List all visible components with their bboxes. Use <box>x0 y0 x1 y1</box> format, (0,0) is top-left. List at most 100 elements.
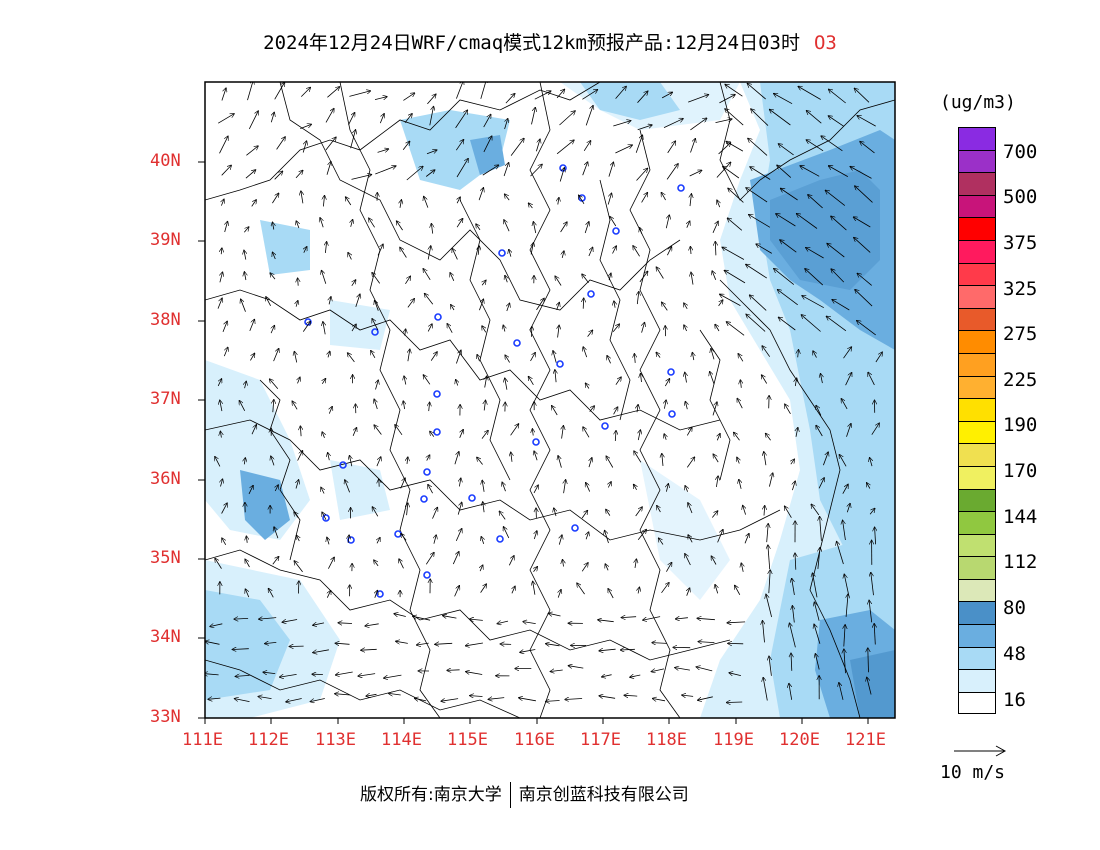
wind-arrow <box>485 376 487 388</box>
wind-arrow <box>273 400 274 413</box>
wind-arrow <box>610 217 617 227</box>
wind-arrow <box>857 116 876 127</box>
wind-arrow <box>374 97 387 100</box>
wind-arrow <box>792 481 795 491</box>
wind-arrow <box>779 317 796 331</box>
wind-arrow <box>245 170 256 179</box>
wind-arrow <box>476 224 481 231</box>
wind-arrow <box>569 666 584 668</box>
wind-arrow <box>837 542 844 565</box>
wind-arrow <box>245 382 247 389</box>
wind-arrow <box>875 352 882 363</box>
wind-arrow <box>823 452 828 466</box>
wind-arrow <box>769 656 771 676</box>
wind-arrow <box>455 140 463 151</box>
wind-arrow <box>534 531 537 540</box>
wind-arrow <box>239 401 246 411</box>
wind-arrow <box>273 222 274 230</box>
wind-arrow <box>829 116 844 127</box>
wind-arrow <box>371 351 376 359</box>
wind-arrow <box>499 511 506 520</box>
wind-arrow <box>483 115 491 128</box>
wind-arrow <box>425 553 434 565</box>
wind-arrow <box>221 479 223 487</box>
wind-arrow <box>483 136 492 153</box>
colorbar-swatch <box>958 307 996 331</box>
colorbar-swatch <box>958 217 996 240</box>
wind-arrow <box>292 401 298 410</box>
wind-arrow <box>665 215 669 229</box>
wind-arrow <box>719 95 735 104</box>
wind-arrow <box>582 162 588 176</box>
wind-arrow <box>505 194 510 201</box>
wind-arrow <box>558 456 562 468</box>
wind-arrow <box>401 534 407 541</box>
wind-arrow <box>377 149 389 153</box>
wind-arrow <box>777 165 792 178</box>
wind-arrow <box>818 478 824 489</box>
wind-arrow <box>711 349 715 360</box>
wind-arrow <box>664 400 666 409</box>
wind-arrow <box>509 250 511 257</box>
wind-arrow <box>479 299 483 311</box>
wind-arrow <box>325 109 334 123</box>
wind-arrow <box>223 348 228 357</box>
wind-arrow <box>615 87 627 99</box>
wind-arrow <box>205 674 219 675</box>
legend-label-48: 48 <box>1003 643 1026 665</box>
wind-arrow <box>455 110 468 129</box>
wind-arrow <box>778 290 798 306</box>
lon-label-115e: 115E <box>447 730 488 750</box>
wind-arrow <box>313 623 325 625</box>
colorbar-swatch <box>958 533 996 557</box>
wind-arrow <box>396 641 408 643</box>
wind-arrow <box>685 402 687 410</box>
wind-arrow <box>456 219 463 228</box>
wind-reference-label: 10 m/s <box>940 762 1006 783</box>
wind-arrow <box>251 425 256 435</box>
lon-label-120e: 120E <box>779 730 820 750</box>
colorbar-swatch <box>958 669 996 692</box>
wind-arrow <box>666 563 671 572</box>
wind-arrow <box>560 222 567 233</box>
wind-arrow <box>839 683 844 700</box>
wind-arrow <box>235 699 250 702</box>
wind-arrow <box>579 195 585 205</box>
wind-arrow <box>589 458 592 468</box>
legend-label-16: 16 <box>1003 689 1026 711</box>
wind-arrow <box>684 325 687 332</box>
wind-arrow <box>642 323 645 333</box>
wind-arrow <box>790 623 796 648</box>
wind-arrow <box>482 165 499 176</box>
wind-arrow <box>715 325 720 332</box>
colorbar-swatch <box>958 578 996 602</box>
wind-arrow <box>635 559 636 568</box>
wind-arrow <box>402 142 409 151</box>
wind-arrow <box>609 273 611 281</box>
wind-arrow <box>329 407 332 414</box>
wind-arrow <box>855 186 873 203</box>
wind-arrow <box>220 400 222 412</box>
wind-arrow <box>222 321 227 333</box>
wind-arrow <box>551 670 563 672</box>
wind-arrow <box>766 595 772 618</box>
wind-arrow <box>247 82 254 101</box>
wind-arrow <box>622 617 637 618</box>
wind-arrow <box>510 424 519 436</box>
wind-arrow <box>245 589 248 598</box>
wind-arrow <box>346 197 352 206</box>
wind-arrow <box>839 455 847 467</box>
wind-arrow <box>584 222 589 234</box>
wind-arrow <box>454 452 459 465</box>
wind-arrow <box>667 141 676 154</box>
wind-arrow <box>641 374 642 383</box>
wind-arrow <box>505 378 507 390</box>
wind-arrow <box>376 380 379 390</box>
wind-arrow <box>355 294 360 308</box>
wind-arrow <box>532 429 533 436</box>
wind-arrow <box>847 504 850 513</box>
lon-label-114e: 114E <box>381 730 422 750</box>
wind-arrow <box>296 221 299 229</box>
wind-arrow <box>275 485 278 492</box>
wind-arrow <box>274 527 279 539</box>
